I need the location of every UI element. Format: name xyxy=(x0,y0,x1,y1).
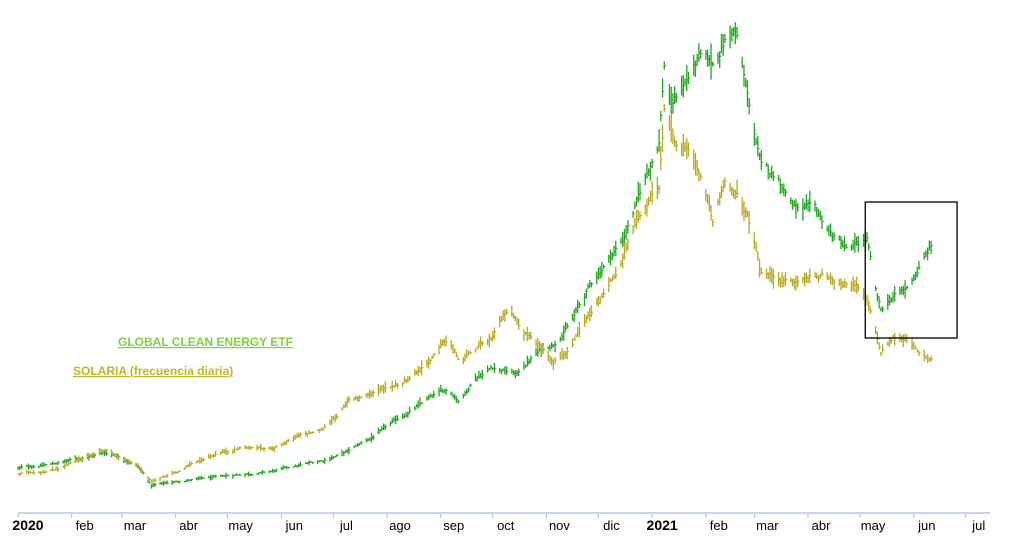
x-tick-label: may xyxy=(228,518,253,533)
legend-solaria-label: SOLARIA (frecuencia diaria) xyxy=(73,364,233,378)
x-tick-label: abr xyxy=(179,518,198,533)
x-tick-label: jun xyxy=(285,518,303,533)
x-axis-ticks: 2020 feb mar abr may jun jul ago sep oct nov dic 202… xyxy=(12,513,985,533)
x-tick-label: 2021 xyxy=(647,517,678,533)
x-tick-label: mar xyxy=(756,518,779,533)
x-tick-label: ago xyxy=(389,518,411,533)
series-layer xyxy=(17,22,933,489)
series-global-clean-energy-etf xyxy=(17,22,933,489)
legend-etf-label: GLOBAL CLEAN ENERGY ETF xyxy=(118,335,293,349)
highlight-box xyxy=(864,201,958,339)
x-tick-label: jun xyxy=(917,518,935,533)
series-solaria xyxy=(17,103,933,483)
x-tick-label: mar xyxy=(124,518,147,533)
x-tick-label: dic xyxy=(603,518,620,533)
x-tick-label: feb xyxy=(710,518,728,533)
x-tick-label: jul xyxy=(339,518,353,533)
x-tick-label: oct xyxy=(497,518,515,533)
x-tick-label: sep xyxy=(443,518,464,533)
x-tick-label: nov xyxy=(549,518,570,533)
x-tick-label: feb xyxy=(76,518,94,533)
x-tick-label: jul xyxy=(971,518,985,533)
x-tick-label: abr xyxy=(812,518,831,533)
x-tick-label: may xyxy=(861,518,886,533)
x-tick-label: 2020 xyxy=(12,517,43,533)
